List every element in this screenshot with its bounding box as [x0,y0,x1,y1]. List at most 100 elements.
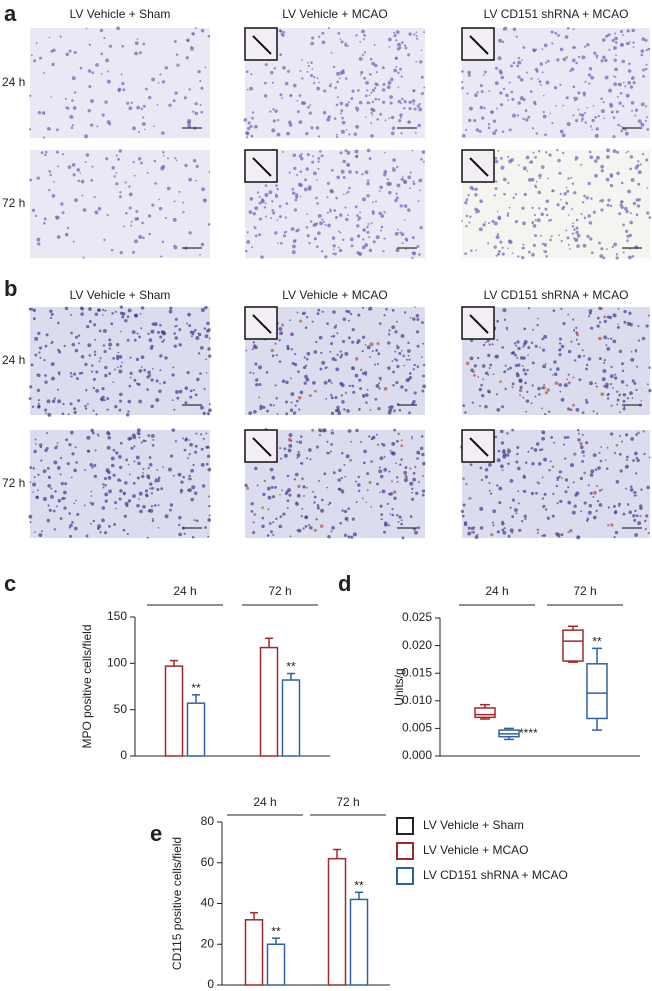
cell [403,179,407,184]
cell [648,216,652,219]
cell [262,405,266,410]
cell [155,478,158,481]
cell [90,370,94,373]
cell [585,363,589,367]
cell [396,30,400,34]
cell [38,533,43,537]
cell [635,388,638,392]
cell [108,342,113,347]
cell [35,42,38,44]
cell [609,382,613,386]
cell [637,339,640,342]
cell [375,235,380,240]
cell [279,515,283,518]
cell [538,393,541,396]
cell [326,211,329,214]
cell [481,364,486,368]
cell [645,514,649,518]
cell [378,387,381,390]
cell [395,39,398,42]
cell [45,333,49,337]
cell [286,346,290,351]
cell [556,478,559,482]
cell [523,342,527,346]
cell [49,316,53,320]
cell [551,42,554,45]
cell [396,344,398,347]
cell [356,224,360,228]
cell [128,192,133,197]
cell [99,531,102,534]
cell [256,191,260,194]
cell [353,132,358,136]
cell [142,104,146,108]
cell [388,329,391,332]
cell [134,313,139,318]
cell [168,309,173,314]
cell [132,126,136,131]
cell [542,110,545,114]
cell [311,36,315,40]
cell [332,244,336,248]
cell [258,217,262,221]
cell [613,82,618,87]
cell [598,336,602,341]
cell [619,435,622,438]
cell [368,435,371,438]
cell [103,238,106,242]
cell [645,324,649,328]
cell [368,236,371,239]
cell [202,411,206,416]
cell [188,453,191,456]
cell [419,446,424,451]
micrograph-bg [30,430,210,538]
cell [311,160,315,164]
cell [351,517,355,521]
cell [575,226,579,230]
bar [164,665,184,757]
cell [478,227,483,232]
cell [500,103,504,107]
cell [556,367,560,371]
cell [413,391,417,395]
cell [303,485,306,488]
cell [383,170,388,174]
cell [138,436,141,439]
cell [480,383,483,387]
cell [408,100,412,104]
y-tick-label: 150 [107,609,127,623]
cell [528,250,531,254]
cell [192,330,196,334]
cell [461,134,466,138]
cell [371,211,375,215]
cell [521,59,524,61]
cell [175,324,178,328]
cell [194,111,199,116]
cell [189,477,192,481]
cell [571,182,575,185]
cell [292,153,297,157]
cell [192,110,195,113]
cell [308,524,311,527]
cell [293,363,298,367]
cell [531,127,535,130]
cell [391,126,396,130]
cell [294,353,297,356]
cell [50,312,54,316]
cell [117,157,120,161]
cell [632,514,636,518]
cell [103,349,107,354]
cell [117,351,120,354]
cell [470,249,473,252]
cell [544,391,548,395]
cell [286,131,290,136]
cell [567,531,570,534]
cell [244,249,248,253]
cell [330,190,334,194]
cell [509,528,514,533]
cell [595,127,599,131]
cell [397,71,400,75]
cell [160,166,165,171]
cell [288,433,293,438]
cell [489,363,493,367]
